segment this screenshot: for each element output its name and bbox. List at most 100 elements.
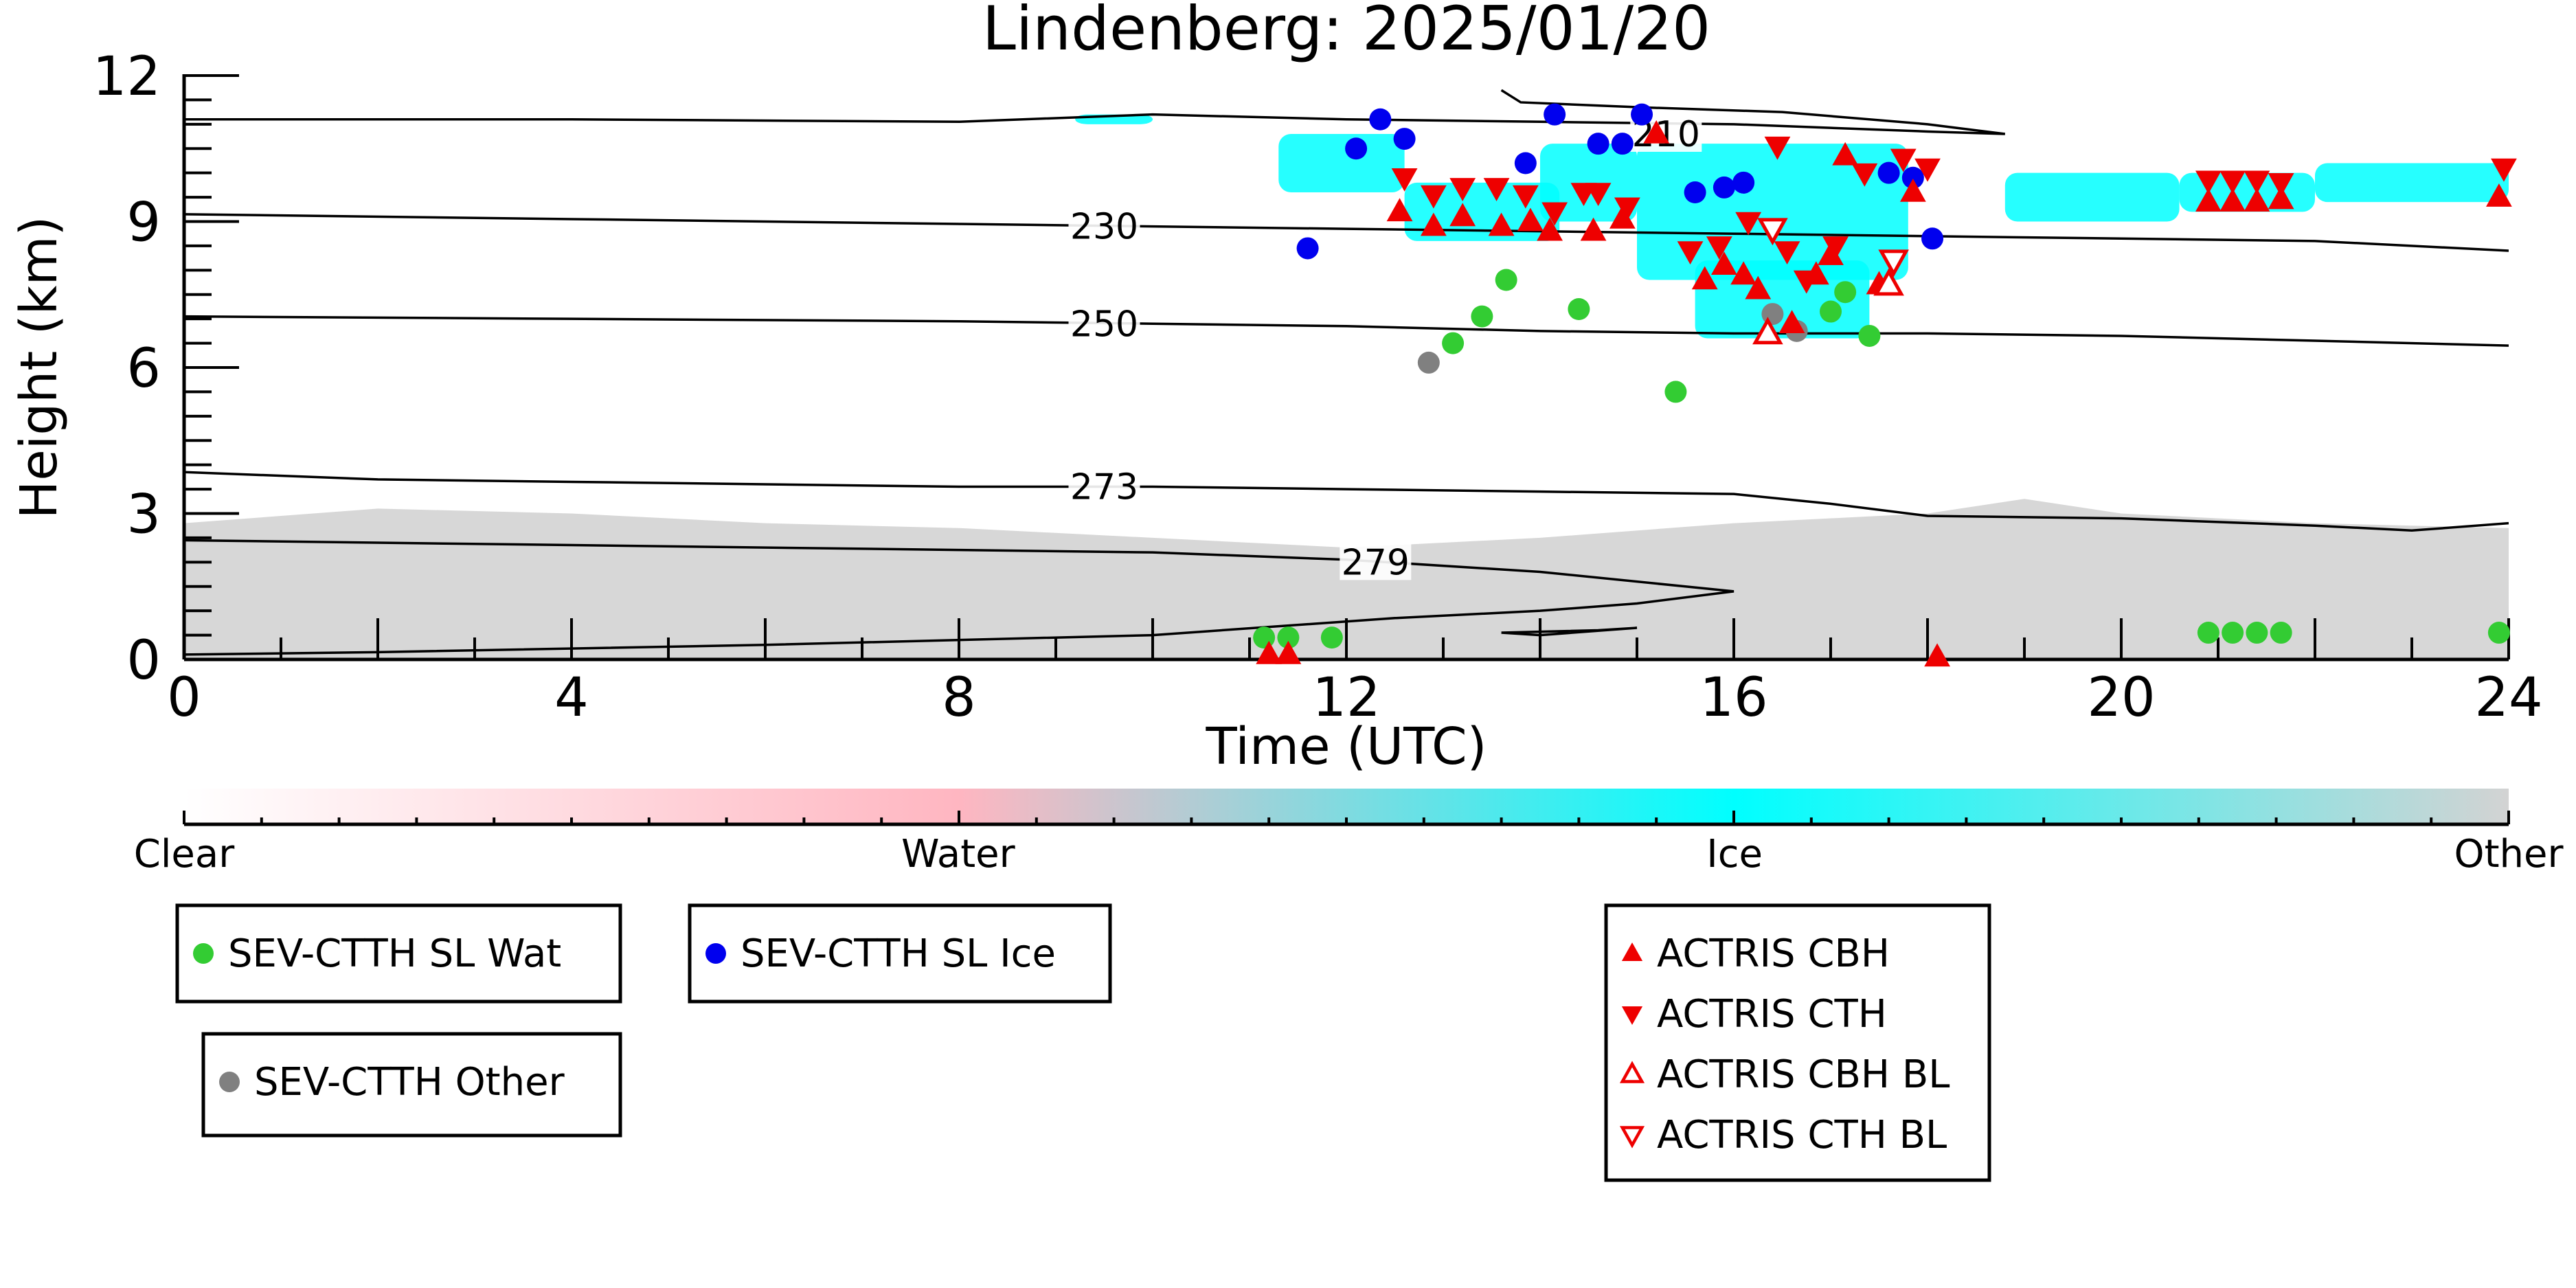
marker-actris-cbh [1275,640,1302,664]
contour-line [184,315,2509,347]
contour-label-bg [1068,303,1140,342]
y-tick-label: 12 [93,46,161,108]
legends: SEV-CTTH SL Wat SEV-CTTH SL Ice SEV-CTTH O… [175,903,1991,1182]
data-markers [1253,103,2517,667]
legend-swatch [1619,1126,1645,1149]
marker-sev-ctth-sl-ice [1631,103,1653,126]
marker-actris-cth [2491,158,2517,182]
marker-actris-cbh [2195,188,2222,212]
marker-actris-cbh [1449,203,1476,227]
marker-actris-cth [2244,170,2270,194]
legend-swatch [193,943,214,964]
marker-actris-cth [1585,183,1612,207]
marker-actris-cbh [1643,120,1670,144]
marker-sev-ctth-sl-wat [1834,281,1857,304]
contour-label: 273 [1070,467,1138,508]
legend-swatch [219,1072,240,1092]
x-tick-label: 4 [554,667,589,729]
marker-sev-ctth-sl-ice [1514,152,1537,174]
contour-label-bg [1068,205,1140,245]
marker-sev-ctth-sl-ice [1877,161,1900,184]
colorbar: Clear Water Ice Other [134,789,2564,877]
region-ice-patch [2315,163,2509,203]
legend-swatch [1619,1061,1645,1083]
x-tick-label: 20 [2087,667,2155,729]
x-axis-label: Time (UTC) [1205,717,1487,776]
marker-actris-cth [1483,178,1510,201]
marker-sev-ctth-sl-ice [1713,176,1735,199]
marker-actris-cth [1614,197,1640,221]
legend-swatch [1621,1006,1643,1026]
y-tick-label: 0 [126,630,161,692]
legend-label: SEV-CTTH SL Wat [228,931,561,976]
marker-sev-ctth-sl-ice [1587,133,1609,155]
legend-label: ACTRIS CBH [1657,931,1890,976]
legend-label: SEV-CTTH SL Ice [741,931,1056,976]
marker-actris-cbh [1256,640,1283,664]
legend-swatch [1621,942,1643,961]
marker-actris-cbh [2244,188,2270,212]
marker-sev-ctth-sl-ice [1921,227,1944,250]
legend-box4: ACTRIS CBH ACTRIS CTH ACTRIS CBH BL ACTRIS … [1604,903,1991,1182]
legend-label: SEV-CTTH Other [254,1060,565,1105]
colorbar-label-other: Other [2454,832,2564,877]
marker-actris-cth [1890,148,1917,172]
marker-sev-ctth-sl-ice [1544,103,1566,126]
marker-sev-ctth-sl-wat [1320,626,1343,649]
marker-actris-cbh [1488,212,1515,236]
y-tick-label: 6 [126,338,161,400]
marker-sev-ctth-sl-wat [2487,622,2510,644]
marker-actris-cbh [2485,183,2512,207]
contour-label-bg [1068,466,1140,505]
contour-label: 279 [1342,542,1410,583]
contour-line [1501,626,1638,637]
marker-sev-ctth-sl-wat [1471,305,1493,328]
marker-actris-cbh [1386,198,1413,222]
contour-line [184,89,2006,135]
marker-actris-cth [1706,236,1732,260]
legend-box2: SEV-CTTH SL Ice [688,903,1112,1004]
x-tick-label: 16 [1699,667,1767,729]
marker-actris-cth [1677,241,1704,265]
region-ice-patch [2004,172,2180,222]
contour-line [184,539,1735,656]
legend-frame [201,1032,622,1138]
contour-label-bg [1340,541,1412,580]
marker-sev-ctth-sl-wat [2197,622,2219,644]
x-tick-label: 8 [942,667,976,729]
marker-actris-cth [2195,170,2222,194]
marker-actris-cth-bl [1878,249,1909,278]
marker-actris-cth [1914,158,1941,182]
x-tick-label: 0 [167,667,201,729]
legend-swatch [705,943,726,964]
marker-sev-ctth-sl-ice [1684,181,1706,203]
marker-actris-cbh-bl [1752,317,1783,345]
marker-sev-ctth-sl-wat [2246,622,2268,644]
marker-actris-cth [1793,270,1820,294]
marker-actris-cbh [1710,251,1737,275]
marker-sev-ctth-sl-ice [1345,137,1368,160]
marker-actris-cth [1449,178,1476,201]
legend-label: ACTRIS CBH BL [1657,1052,1950,1097]
marker-actris-cth [1391,168,1418,192]
marker-sev-ctth-sl-wat [1277,626,1300,649]
marker-actris-cth [2268,173,2294,196]
marker-actris-cth [1851,163,1878,187]
marker-sev-ctth-sl-wat [1858,324,1881,347]
contour-label: 230 [1070,207,1138,248]
contour-line [184,213,2509,252]
marker-actris-cbh [2268,185,2294,210]
marker-actris-cbh-bl [1873,268,1904,296]
marker-sev-ctth-sl-wat [1664,381,1687,403]
marker-sev-ctth-sl-ice [1611,133,1634,155]
marker-sev-ctth-sl-wat [1442,332,1465,354]
marker-actris-cbh [1580,217,1607,241]
marker-actris-cth-bl [1757,218,1788,246]
colorbar-label-water: Water [901,832,1016,877]
marker-actris-cbh [1924,643,1951,667]
marker-actris-cth [1541,202,1568,226]
y-axis-label: Height (km) [10,216,69,519]
marker-actris-cbh [1517,207,1544,231]
